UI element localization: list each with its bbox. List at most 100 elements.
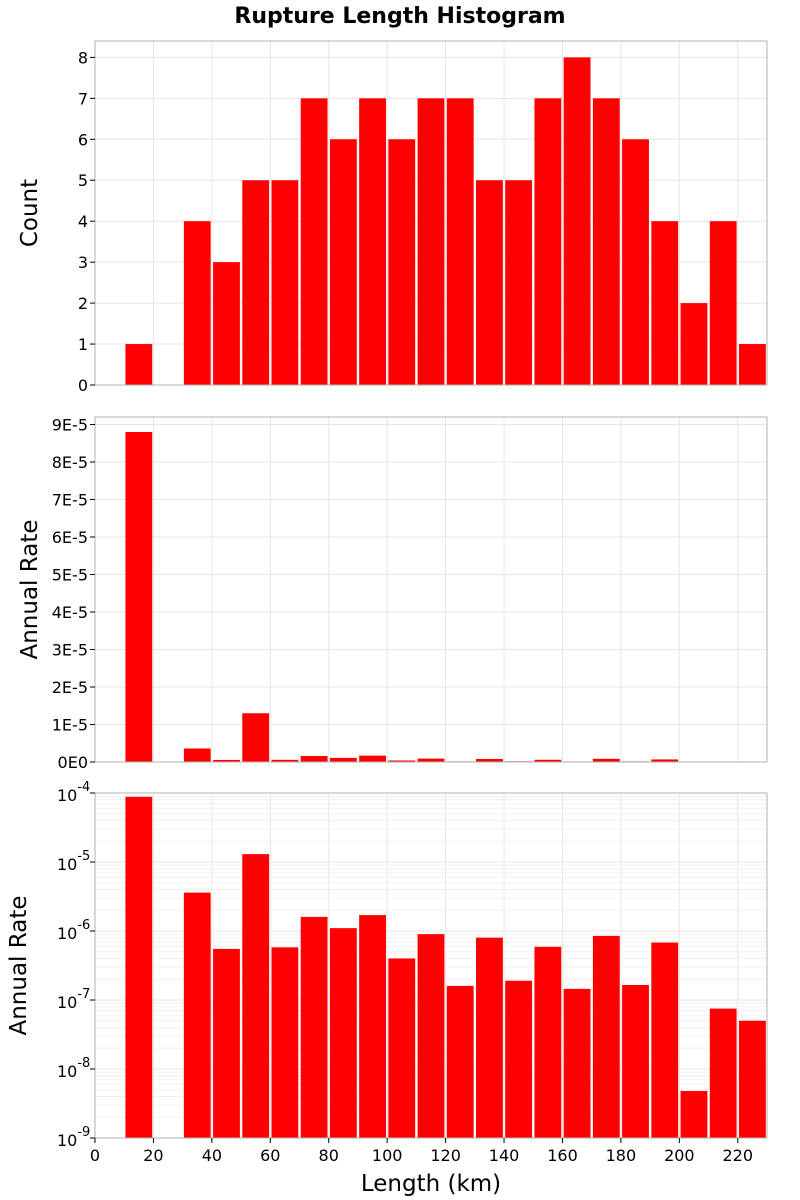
histogram-bar (651, 221, 679, 385)
x-tick-label: 40 (202, 1146, 222, 1165)
histogram-bar (505, 180, 533, 385)
histogram-bar (417, 934, 445, 1138)
histogram-bar (592, 98, 620, 385)
y-tick-label: 8 (78, 48, 88, 67)
y-tick-label: 6 (78, 130, 88, 149)
y-axis-label: Count (17, 179, 43, 247)
x-tick-label: 60 (260, 1146, 280, 1165)
y-tick-label: 10-8 (57, 1056, 90, 1081)
y-tick-label: 7E-5 (52, 491, 88, 510)
y-tick-label: 10-6 (57, 918, 90, 943)
y-tick-label: 0 (78, 376, 88, 395)
histogram-bar (680, 303, 708, 385)
x-tick-label: 180 (606, 1146, 637, 1165)
bars (125, 57, 766, 385)
y-tick-label: 8E-5 (52, 453, 88, 472)
histogram-bar (300, 756, 328, 762)
histogram-bar (242, 713, 270, 762)
histogram-bar (738, 1020, 766, 1138)
x-tick-label: 160 (547, 1146, 578, 1165)
count-panel: 0 1 2 3 4 5 6 7 8 Count (17, 40, 768, 395)
y-tick-label: 10-7 (57, 987, 90, 1012)
x-tick-label: 20 (143, 1146, 163, 1165)
histogram-bar (651, 759, 679, 762)
y-axis-label: Annual Rate (6, 896, 32, 1036)
annual-rate-linear-panel: 0E0 1E-5 2E-5 3E-5 4E-5 5E-5 6E-5 7E-5 8E-5 9E-5 A… (17, 416, 768, 772)
histogram-bar (183, 748, 211, 762)
histogram-bar (622, 984, 649, 1138)
y-tick-label: 3 (78, 253, 88, 272)
histogram-bar (359, 98, 386, 385)
x-tick-labels: 0 20 40 60 80 100 120 140 160 180 200 220 (90, 1138, 753, 1165)
y-tick-label: 2E-5 (52, 678, 88, 697)
histogram-bar (709, 1008, 737, 1138)
histogram-bar (329, 757, 357, 763)
y-tick-label: 4 (78, 212, 88, 231)
histogram-bar (592, 935, 620, 1138)
histogram-bar (359, 915, 386, 1138)
bars (125, 432, 766, 763)
x-tick-label: 140 (489, 1146, 520, 1165)
histogram-bar (446, 985, 474, 1138)
x-tick-label: 0 (90, 1146, 100, 1165)
chart-title: Rupture Length Histogram (234, 4, 565, 29)
annual-rate-log-panel: 10-9 10-8 10-7 10-6 10-5 10-4 Annual Rate 0 20 40… (6, 780, 768, 1197)
x-tick-label: 220 (723, 1146, 754, 1165)
y-tick-label: 7 (78, 89, 88, 108)
y-tick-label: 5 (78, 171, 88, 190)
histogram-bar (563, 988, 591, 1138)
histogram-bar (213, 948, 240, 1138)
histogram-bar (388, 958, 416, 1138)
y-tick-label: 4E-5 (52, 603, 88, 622)
plot-frame (94, 40, 768, 386)
histogram-bar (213, 759, 240, 762)
histogram-bar (476, 759, 503, 762)
y-tick-label: 2 (78, 294, 88, 313)
y-tick-labels: 10-9 10-8 10-7 10-6 10-5 10-4 (57, 780, 95, 1150)
x-tick-label: 100 (372, 1146, 403, 1165)
x-axis-label: Length (km) (361, 1171, 501, 1197)
y-tick-label: 1 (78, 335, 88, 354)
y-tick-label: 0E0 (58, 753, 88, 772)
histogram-bar (417, 98, 445, 385)
histogram-bar (534, 946, 562, 1138)
histogram-bar (388, 760, 416, 762)
histogram-bar (534, 98, 562, 385)
histogram-bar (300, 98, 328, 385)
histogram-bar (738, 344, 766, 385)
histogram-bar (505, 980, 533, 1138)
y-tick-label: 3E-5 (52, 641, 88, 660)
histogram-bar (417, 758, 445, 763)
histogram-bar (271, 947, 299, 1138)
bars (125, 796, 766, 1138)
histogram-bar (534, 759, 562, 762)
histogram-bar (476, 180, 503, 385)
y-axis-label: Annual Rate (17, 520, 43, 660)
histogram-bar (125, 432, 153, 762)
y-tick-label: 9E-5 (52, 416, 88, 435)
histogram-bar (651, 942, 679, 1138)
plot-frame (94, 792, 768, 1139)
histogram-bar (388, 139, 416, 385)
histogram-bar (183, 892, 211, 1138)
histogram-bar (446, 98, 474, 385)
y-tick-label: 1E-5 (52, 716, 88, 735)
histogram-bar (563, 57, 591, 385)
y-tick-label: 6E-5 (52, 528, 88, 547)
y-tick-labels: 0 1 2 3 4 5 6 7 8 (78, 48, 95, 395)
histogram-bar (271, 759, 299, 762)
histogram-bar (329, 928, 357, 1138)
histogram-bar (592, 758, 620, 762)
histogram-bar (622, 139, 649, 385)
y-tick-label: 10-4 (57, 780, 90, 805)
gridlines (94, 417, 767, 763)
y-tick-labels: 0E0 1E-5 2E-5 3E-5 4E-5 5E-5 6E-5 7E-5 8E-5 9E-5 (52, 416, 95, 772)
histogram-bar (329, 139, 357, 385)
x-tick-label: 120 (430, 1146, 461, 1165)
plot-frame (94, 416, 768, 763)
y-tick-label: 5E-5 (52, 566, 88, 585)
histogram-bar (476, 937, 503, 1138)
histogram-bar (709, 221, 737, 385)
histogram-bar (359, 755, 386, 763)
